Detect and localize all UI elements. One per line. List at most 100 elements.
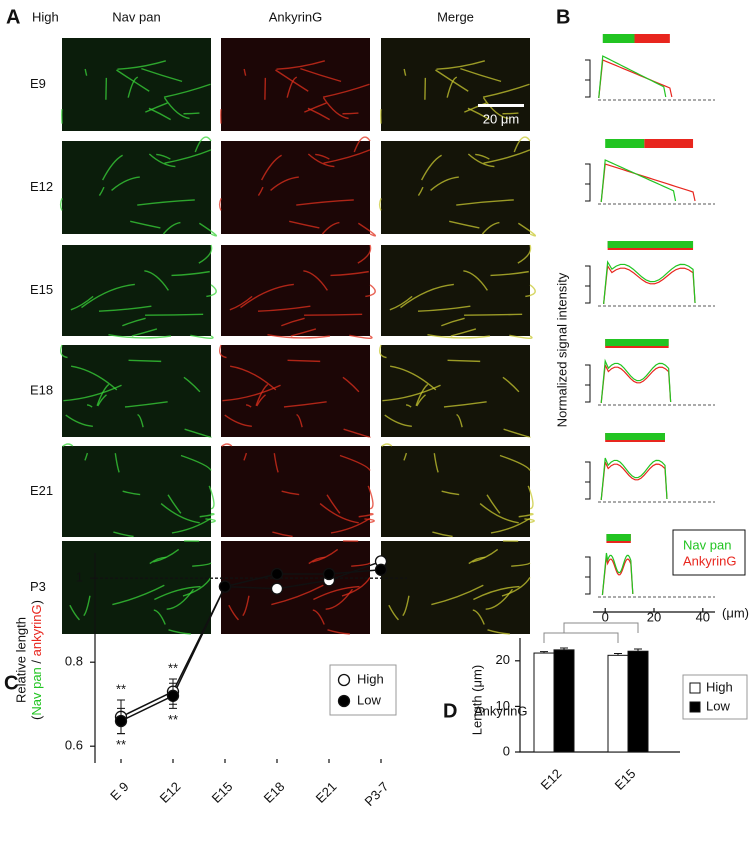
fiber xyxy=(303,270,328,291)
fiber xyxy=(283,401,327,408)
legend-label: High xyxy=(357,671,384,686)
x-tick-label: 0 xyxy=(602,609,609,624)
fiber xyxy=(222,384,281,402)
y-axis-label: (Nav pan / ankyrinG) xyxy=(29,600,44,720)
fiber xyxy=(525,284,536,298)
fiber xyxy=(113,531,134,538)
intensity-trace xyxy=(600,159,677,203)
fiber xyxy=(221,443,233,448)
fiber xyxy=(490,270,529,277)
fiber xyxy=(145,313,204,316)
fiber xyxy=(323,149,371,164)
fiber xyxy=(257,186,264,196)
fiber xyxy=(472,548,499,563)
fiber xyxy=(102,154,123,181)
fiber xyxy=(256,394,266,407)
fiber xyxy=(403,452,408,461)
extent-bar xyxy=(605,339,669,346)
fiber xyxy=(281,490,300,496)
fiber xyxy=(464,313,523,316)
x-unit: (μm) xyxy=(722,605,749,620)
significance-label: ** xyxy=(116,681,126,696)
fiber xyxy=(441,490,460,496)
fiber xyxy=(490,517,531,534)
micrograph xyxy=(221,38,370,131)
fiber xyxy=(517,244,532,264)
fiber xyxy=(481,221,500,235)
micrograph xyxy=(62,345,211,437)
fiber xyxy=(230,365,277,391)
fiber xyxy=(183,112,200,115)
legend-label: Low xyxy=(706,698,730,713)
fiber xyxy=(69,604,80,621)
fiber xyxy=(272,531,293,538)
fiber xyxy=(131,328,158,337)
fiber xyxy=(432,531,453,538)
fiber xyxy=(379,344,387,359)
fiber xyxy=(242,595,250,617)
fiber xyxy=(84,68,88,76)
error-bar xyxy=(540,651,548,654)
fiber xyxy=(330,517,371,534)
scale-bracket xyxy=(585,364,591,403)
fiber xyxy=(111,176,140,191)
panel-letter: D xyxy=(443,700,457,722)
scale-bar xyxy=(478,104,524,107)
fiber xyxy=(382,384,441,402)
fiber xyxy=(403,68,407,76)
legend-marker xyxy=(337,673,351,687)
fiber xyxy=(271,584,324,606)
fiber xyxy=(381,443,393,448)
fiber xyxy=(502,376,520,393)
scale-bracket xyxy=(585,163,591,202)
significance-label: ** xyxy=(168,660,178,675)
fiber xyxy=(473,585,520,601)
fiber xyxy=(313,585,360,601)
extent-bar xyxy=(634,34,670,43)
fiber xyxy=(307,153,335,168)
fiber xyxy=(60,344,68,359)
fiber xyxy=(421,154,442,181)
fiber xyxy=(304,102,327,113)
micrograph xyxy=(62,541,211,634)
fiber xyxy=(296,413,303,428)
fiber xyxy=(164,97,190,120)
data-point xyxy=(270,582,284,595)
scale-bracket xyxy=(585,265,591,304)
fiber xyxy=(501,577,531,597)
fiber xyxy=(163,83,211,98)
x-tick-label: E21 xyxy=(313,779,340,806)
fiber xyxy=(267,333,331,339)
fiber xyxy=(275,69,309,92)
y-tick-label: 0.8 xyxy=(65,654,83,669)
fiber xyxy=(224,414,252,428)
fiber xyxy=(467,107,491,121)
column-header: Nav pan xyxy=(112,9,160,24)
intensity-trace xyxy=(600,459,668,501)
fiber xyxy=(349,334,373,339)
legend-box xyxy=(329,664,397,716)
fiber xyxy=(518,512,534,518)
y-tick-label: 20 xyxy=(496,652,510,667)
fiber xyxy=(112,584,165,606)
fiber xyxy=(446,76,458,98)
fiber xyxy=(190,334,214,339)
fiber xyxy=(219,344,227,359)
x-tick-label: E15 xyxy=(209,779,236,806)
panel-letter: C xyxy=(4,672,18,694)
bar xyxy=(553,649,575,753)
intensity-trace xyxy=(603,264,696,305)
scale-bracket xyxy=(585,461,591,500)
fiber xyxy=(485,588,514,610)
fiber xyxy=(483,149,531,164)
fiber xyxy=(270,176,299,191)
fiber xyxy=(84,452,89,461)
fiber xyxy=(276,60,326,70)
legend-box xyxy=(672,529,746,576)
fiber xyxy=(502,112,519,115)
fiber xyxy=(148,107,172,121)
data-point xyxy=(374,563,388,576)
fiber xyxy=(62,443,74,448)
y-axis-label-part: / xyxy=(29,656,44,667)
significance-label: ** xyxy=(168,712,178,727)
